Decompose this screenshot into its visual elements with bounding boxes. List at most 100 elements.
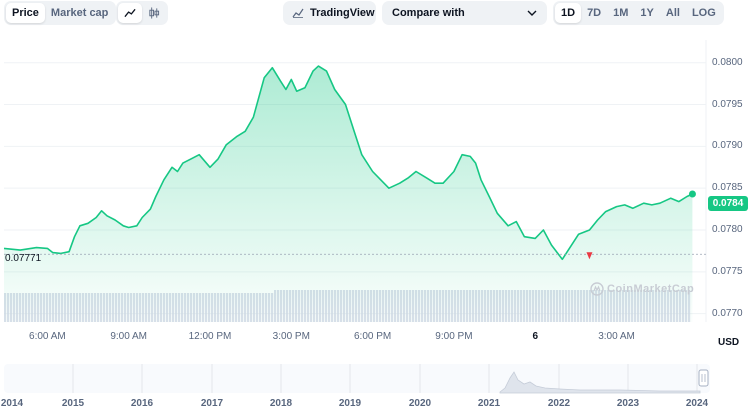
volume-bar — [421, 290, 424, 322]
volume-bar — [463, 290, 466, 322]
volume-bar — [61, 293, 64, 322]
volume-bar — [406, 290, 409, 322]
volume-bar — [220, 293, 223, 322]
volume-bar — [337, 290, 340, 322]
volume-bar — [115, 293, 118, 322]
volume-bar — [298, 290, 301, 322]
volume-bar — [502, 290, 505, 322]
volume-bar — [181, 293, 184, 322]
open-price-label: 0.07771 — [5, 253, 42, 264]
volume-bar — [427, 290, 430, 322]
volume-bar — [565, 290, 568, 322]
volume-bar — [553, 290, 556, 322]
volume-bar — [379, 290, 382, 322]
volume-bar — [532, 290, 535, 322]
range-all[interactable]: All — [665, 7, 680, 19]
chart-style-toggle — [116, 1, 168, 25]
volume-bar — [388, 290, 391, 322]
range-1d[interactable]: 1D — [555, 3, 582, 23]
volume-bar — [247, 293, 250, 322]
line-chart-icon[interactable] — [118, 3, 142, 23]
navigator-year-label: 2016 — [130, 398, 154, 409]
volume-bar — [385, 290, 388, 322]
range-navigator[interactable] — [4, 364, 710, 394]
volume-bar — [436, 290, 439, 322]
volume-bar — [127, 293, 130, 322]
volume-bar — [139, 293, 142, 322]
volume-bar — [256, 293, 259, 322]
x-tick-label: 6 — [532, 331, 539, 342]
volume-bar — [292, 290, 295, 322]
range-log[interactable]: LOG — [691, 7, 716, 19]
volume-bar — [397, 290, 400, 322]
range-7d[interactable]: 7D — [587, 7, 602, 19]
volume-bar — [241, 293, 244, 322]
volume-bar — [559, 290, 562, 322]
volume-bar — [190, 293, 193, 322]
volume-bar — [439, 290, 442, 322]
volume-bar — [391, 290, 394, 322]
volume-bar — [409, 290, 412, 322]
x-tick-label: 9:00 AM — [110, 331, 148, 342]
volume-bar — [277, 290, 280, 322]
volume-bar — [541, 290, 544, 322]
volume-bar — [103, 293, 106, 322]
compare-dropdown[interactable]: Compare with — [382, 1, 547, 25]
volume-bar — [268, 293, 271, 322]
volume-bar — [130, 293, 133, 322]
volume-bar — [58, 293, 61, 322]
volume-bar — [331, 290, 334, 322]
volume-bar — [328, 290, 331, 322]
volume-bar — [151, 293, 154, 322]
volume-bar — [424, 290, 427, 322]
volume-bar — [352, 290, 355, 322]
volume-bar — [166, 293, 169, 322]
volume-bar — [154, 293, 157, 322]
volume-bar — [202, 293, 205, 322]
range-1y[interactable]: 1Y — [640, 7, 654, 19]
x-tick-label: 9:00 PM — [435, 331, 473, 342]
volume-bar — [433, 290, 436, 322]
volume-bar — [511, 290, 514, 322]
chevron-down-icon — [527, 10, 537, 16]
volume-bar — [67, 293, 70, 322]
volume-bar — [358, 290, 361, 322]
volume-bar — [568, 290, 571, 322]
navigator-year-label: 2015 — [61, 398, 85, 409]
candlestick-icon[interactable] — [142, 3, 166, 23]
navigator-year-label: 2022 — [547, 398, 571, 409]
volume-bar — [112, 293, 115, 322]
tab-market-cap[interactable]: Market cap — [50, 7, 109, 19]
volume-bar — [508, 290, 511, 322]
volume-bar — [40, 293, 43, 322]
volume-bar — [343, 290, 346, 322]
volume-bar — [232, 293, 235, 322]
range-1m[interactable]: 1M — [613, 7, 629, 19]
volume-bar — [373, 290, 376, 322]
volume-bar — [382, 290, 385, 322]
volume-bar — [280, 290, 283, 322]
low-marker-triangle — [586, 252, 593, 260]
volume-bar — [262, 293, 265, 322]
volume-bar — [70, 293, 73, 322]
volume-bar — [340, 290, 343, 322]
x-tick-label: 12:00 PM — [188, 331, 232, 342]
x-tick-label: 3:00 PM — [272, 331, 310, 342]
volume-bar — [259, 293, 262, 322]
volume-bar — [361, 290, 364, 322]
volume-bar — [250, 293, 253, 322]
tradingview-button[interactable]: TradingView — [283, 1, 376, 25]
volume-bar — [580, 290, 583, 322]
volume-bar — [187, 293, 190, 322]
volume-bar — [178, 293, 181, 322]
volume-bar — [100, 293, 103, 322]
volume-bar — [490, 290, 493, 322]
volume-bar — [556, 290, 559, 322]
navigator-handle[interactable] — [698, 369, 709, 387]
volume-bar — [43, 293, 46, 322]
volume-bar — [79, 293, 82, 322]
tab-price[interactable]: Price — [6, 3, 45, 23]
volume-bar — [457, 290, 460, 322]
volume-bar — [535, 290, 538, 322]
